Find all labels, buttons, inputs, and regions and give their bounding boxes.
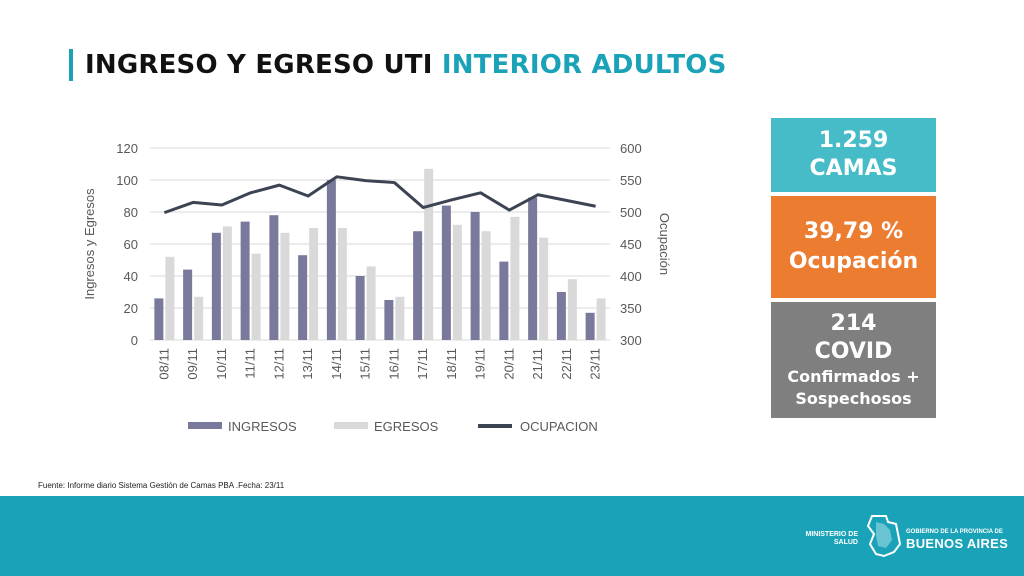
title-main: INGRESO Y EGRESO UTI (85, 50, 433, 80)
x-tick-label: 15/11 (358, 348, 373, 380)
x-tick-label: 21/11 (530, 348, 545, 380)
y2-tick-label: 350 (620, 301, 642, 316)
bar-egresos (424, 168, 434, 340)
beds-stat-box: 1.259 CAMAS (771, 118, 936, 192)
covid-detail-1: Confirmados + (787, 367, 920, 386)
bar-ingresos (384, 300, 394, 340)
bar-egresos (337, 228, 347, 340)
bar-ingresos (240, 221, 250, 340)
bar-egresos (280, 232, 290, 340)
bar-egresos (596, 298, 606, 340)
government-logo: GOBIERNO DE LA PROVINCIA DE BUENOS AIRES (906, 529, 1016, 551)
y2-tick-label: 550 (620, 173, 642, 188)
bar-ingresos (269, 215, 279, 340)
bar-egresos (194, 296, 204, 340)
bar-ingresos (499, 261, 509, 340)
x-tick-label: 09/11 (185, 348, 200, 380)
bar-egresos (222, 226, 232, 340)
bar-egresos (366, 266, 376, 340)
bar-egresos (251, 253, 261, 340)
y-tick-label: 60 (124, 237, 138, 252)
page-title: INGRESO Y EGRESO UTI INTERIOR ADULTOS (69, 46, 727, 84)
covid-detail-2: Sospechosos (795, 389, 912, 408)
x-tick-label: 12/11 (271, 348, 286, 380)
y2-tick-label: 500 (620, 205, 642, 220)
bar-egresos (452, 224, 462, 340)
legend-label-ocupacion: OCUPACION (520, 419, 598, 434)
x-tick-label: 22/11 (559, 348, 574, 380)
y-axis-label: Ingresos y Egresos (82, 188, 97, 300)
y2-tick-label: 600 (620, 141, 642, 156)
x-tick-label: 13/11 (300, 348, 315, 380)
bar-ingresos (441, 205, 451, 340)
legend-label-egresos: EGRESOS (374, 419, 439, 434)
x-tick-label: 17/11 (415, 348, 430, 380)
bar-egresos (395, 296, 405, 340)
x-tick-label: 23/11 (588, 348, 603, 380)
x-tick-label: 18/11 (444, 348, 459, 380)
x-tick-label: 08/11 (156, 348, 171, 380)
ministerio-line-1: MINISTERIO DE (805, 531, 858, 538)
y-tick-label: 20 (124, 301, 138, 316)
y2-axis-label: Ocupación (657, 213, 672, 275)
occupancy-label: Ocupación (788, 249, 919, 274)
y2-tick-label: 300 (620, 333, 642, 348)
bar-ingresos (556, 292, 566, 340)
bar-egresos (309, 228, 319, 340)
bar-ingresos (413, 231, 423, 340)
bar-egresos (510, 216, 520, 340)
beds-label: CAMAS (809, 156, 898, 181)
ministerio-logo: MINISTERIO DE SALUD (798, 531, 858, 547)
bar-ingresos (355, 276, 365, 340)
title-highlight: INTERIOR ADULTOS (441, 50, 727, 80)
bar-ingresos (470, 212, 480, 340)
gob-big-text: BUENOS AIRES (906, 536, 1009, 551)
occupancy-value: 39,79 % (803, 219, 904, 244)
x-tick-label: 10/11 (214, 348, 229, 380)
occupancy-stat-box: 39,79 % Ocupación (771, 196, 936, 298)
y2-tick-label: 400 (620, 269, 642, 284)
legend-swatch-ingresos (188, 422, 222, 429)
title-accent-bar (69, 49, 73, 81)
bar-ingresos (585, 312, 595, 340)
covid-label: COVID (814, 339, 893, 364)
bar-egresos (165, 256, 175, 340)
x-tick-label: 14/11 (329, 348, 344, 380)
y-tick-label: 0 (131, 333, 138, 348)
bar-egresos (567, 279, 577, 340)
bar-ingresos (528, 197, 538, 340)
bar-ingresos (183, 269, 193, 340)
x-tick-label: 20/11 (501, 348, 516, 380)
source-note: Fuente: Informe diario Sistema Gestión d… (38, 481, 285, 490)
x-tick-label: 11/11 (243, 348, 258, 379)
bar-ingresos (298, 255, 308, 340)
y-tick-label: 120 (116, 141, 138, 156)
province-seal-icon (866, 515, 902, 558)
legend-swatch-egresos (334, 422, 368, 429)
line-ocupacion (163, 175, 596, 215)
bar-ingresos (211, 232, 221, 340)
legend-label-ingresos: INGRESOS (228, 419, 297, 434)
footer-band (0, 496, 1024, 576)
covid-value: 214 (830, 311, 877, 336)
combo-chart: 0 20 40 60 80 100 120 300 350 400 450 500 550 600 08/1… (82, 141, 672, 434)
ministerio-line-2: SALUD (833, 539, 858, 546)
y-tick-label: 40 (124, 269, 138, 284)
bar-egresos (539, 237, 549, 340)
beds-value: 1.259 (818, 128, 889, 153)
title-text: INGRESO Y EGRESO UTI INTERIOR ADULTOS (85, 50, 727, 80)
covid-stat-box: 214 COVID Confirmados + Sospechosos (771, 302, 936, 418)
bar-ingresos (326, 180, 336, 340)
x-tick-label: 19/11 (473, 348, 488, 380)
y-tick-label: 100 (116, 173, 138, 188)
y2-tick-label: 450 (620, 237, 642, 252)
x-tick-label: 16/11 (386, 348, 401, 380)
gob-small-text: GOBIERNO DE LA PROVINCIA DE (906, 529, 1003, 535)
y-tick-label: 80 (124, 205, 138, 220)
bar-egresos (481, 231, 491, 340)
bar-ingresos (154, 298, 164, 340)
